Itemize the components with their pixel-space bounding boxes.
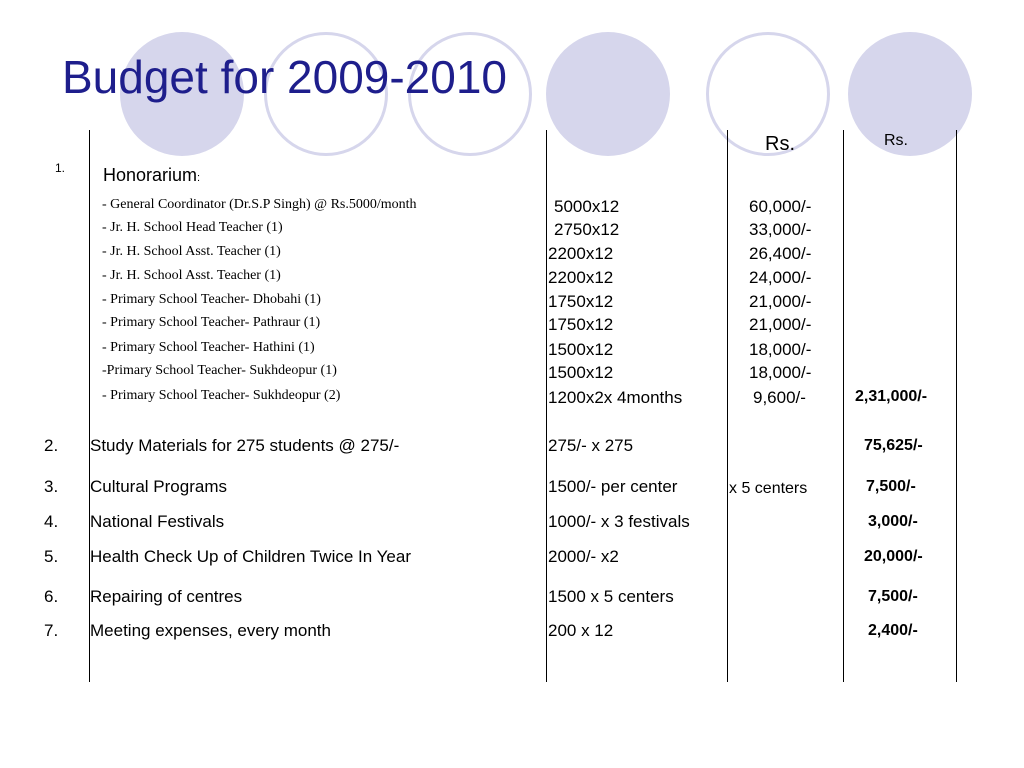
decor-circle-5 (706, 32, 830, 156)
item-calc: 1500 x 5 centers (548, 587, 674, 606)
item-calc: 275/- x 275 (548, 436, 634, 455)
honorarium-calc: 2200x12 (548, 268, 614, 287)
honorarium-calc: 1500x12 (548, 340, 614, 359)
column-divider (956, 130, 957, 682)
decor-circle-4 (546, 32, 670, 156)
honorarium-amount: 9,600/- (753, 388, 806, 407)
honorarium-calc: 5000x12 (554, 197, 620, 216)
honorarium-calc: 2750x12 (554, 220, 620, 239)
decor-circle-2 (264, 32, 388, 156)
column-divider (89, 130, 90, 682)
page-title: Budget for 2009-2010 (62, 51, 508, 103)
section-number: 1. (55, 161, 66, 175)
honorarium-label: - Primary School Teacher- Pathraur (1) (102, 315, 321, 330)
honorarium-calc: 1200x2x 4months (548, 388, 683, 407)
honorarium-amount: 21,000/- (749, 315, 812, 334)
decor-circle-6 (848, 32, 972, 156)
honorarium-label: - Jr. H. School Asst. Teacher (1) (102, 244, 281, 259)
honorarium-amount: 18,000/- (749, 363, 812, 382)
honorarium-calc: 2200x12 (548, 244, 614, 263)
item-description: Meeting expenses, every month (90, 621, 331, 640)
column-divider (546, 130, 547, 682)
honorarium-label: -Primary School Teacher- Sukhdeopur (1) (102, 363, 337, 378)
honorarium-amount: 21,000/- (749, 292, 812, 311)
decor-circle-1 (120, 32, 244, 156)
honorarium-label: - Primary School Teacher- Dhobahi (1) (102, 292, 321, 307)
section-heading: Honorarium: (103, 165, 201, 185)
item-number: 7. (44, 621, 59, 640)
section-total: 2,31,000/- (855, 388, 928, 405)
item-calc: 1500/- per center (548, 477, 678, 496)
item-calc: 2000/- x2 (548, 547, 619, 566)
honorarium-calc: 1500x12 (548, 363, 614, 382)
item-note: x 5 centers (729, 480, 808, 497)
item-number: 6. (44, 587, 59, 606)
item-description: Health Check Up of Children Twice In Yea… (90, 547, 411, 566)
column-divider (843, 130, 844, 682)
decor-circle-3 (408, 32, 532, 156)
item-number: 4. (44, 512, 59, 531)
item-total: 75,625/- (864, 437, 923, 454)
item-calc: 1000/- x 3 festivals (548, 512, 690, 531)
honorarium-label: - Jr. H. School Asst. Teacher (1) (102, 268, 281, 283)
item-description: Study Materials for 275 students @ 275/- (90, 436, 400, 455)
honorarium-label: - Primary School Teacher- Hathini (1) (102, 340, 315, 355)
honorarium-label: - Jr. H. School Head Teacher (1) (102, 220, 283, 235)
item-total: 20,000/- (864, 548, 923, 565)
honorarium-amount: 33,000/- (749, 220, 812, 239)
honorarium-calc: 1750x12 (548, 315, 614, 334)
item-description: National Festivals (90, 512, 225, 531)
honorarium-amount: 18,000/- (749, 340, 812, 359)
item-total: 7,500/- (866, 478, 916, 495)
item-number: 2. (44, 436, 59, 455)
item-description: Cultural Programs (90, 477, 227, 496)
header-rs-total: Rs. (884, 132, 908, 149)
header-rs-amount: Rs. (765, 133, 795, 155)
honorarium-amount: 60,000/- (749, 197, 812, 216)
honorarium-label: - General Coordinator (Dr.S.P Singh) @ R… (102, 197, 417, 212)
item-total: 3,000/- (868, 513, 918, 530)
honorarium-amount: 26,400/- (749, 244, 812, 263)
item-number: 3. (44, 477, 59, 496)
item-total: 7,500/- (868, 588, 918, 605)
honorarium-calc: 1750x12 (548, 292, 614, 311)
item-total: 2,400/- (868, 622, 918, 639)
column-divider (727, 130, 728, 682)
item-description: Repairing of centres (90, 587, 243, 606)
honorarium-amount: 24,000/- (749, 268, 812, 287)
honorarium-label: - Primary School Teacher- Sukhdeopur (2) (102, 388, 341, 403)
item-number: 5. (44, 547, 59, 566)
item-calc: 200 x 12 (548, 621, 614, 640)
